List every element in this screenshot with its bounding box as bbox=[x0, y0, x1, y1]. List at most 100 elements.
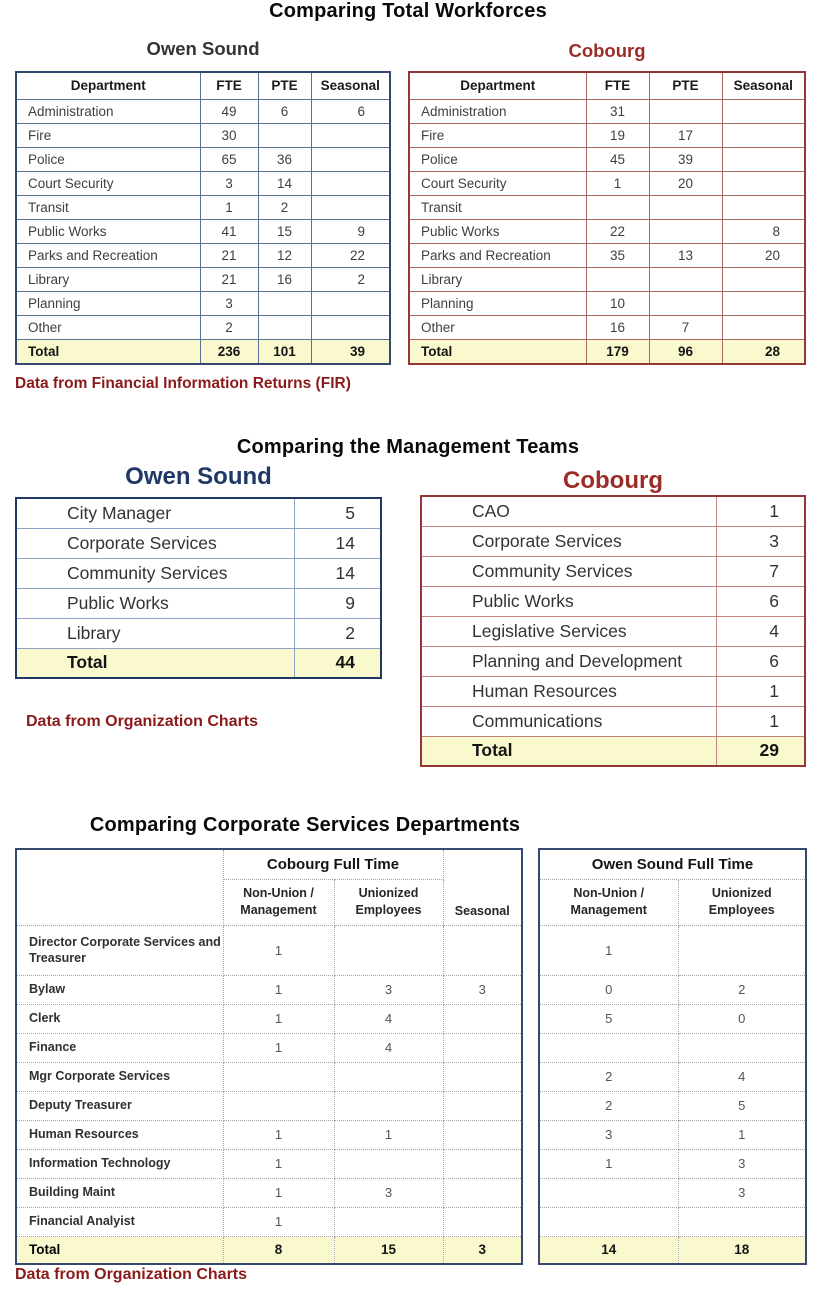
non-union-column-header: Non-Union / Management bbox=[222, 878, 335, 926]
department-column-header: Department bbox=[15, 71, 201, 100]
department-cell: Human Resources bbox=[420, 675, 717, 707]
count-cell: 1 bbox=[715, 705, 806, 737]
pte-cell: 7 bbox=[648, 314, 723, 340]
pte-cell: 14 bbox=[257, 170, 312, 196]
non-union-cell bbox=[538, 1032, 679, 1063]
non-union-cell: 1 bbox=[222, 1206, 335, 1237]
table-row: Library 21 16 2 bbox=[15, 266, 391, 292]
non-union-cell bbox=[538, 1177, 679, 1208]
table-row: Planning 10 bbox=[408, 290, 806, 316]
table-row bbox=[538, 1032, 807, 1063]
table-row: Transit 1 2 bbox=[15, 194, 391, 220]
department-cell: Police bbox=[15, 146, 201, 172]
department-cell: Information Technology bbox=[15, 1148, 224, 1179]
department-cell: Human Resources bbox=[15, 1119, 224, 1150]
pte-cell bbox=[257, 314, 312, 340]
fte-cell: 16 bbox=[585, 314, 650, 340]
unionized-cell bbox=[333, 1148, 444, 1179]
non-union-cell: 1 bbox=[222, 1003, 335, 1034]
unionized-column-header: Unionized Employees bbox=[333, 878, 444, 926]
department-cell: Administration bbox=[15, 98, 201, 124]
department-cell: Corporate Services bbox=[15, 527, 295, 559]
fte-cell: 22 bbox=[585, 218, 650, 244]
seasonal-cell bbox=[310, 122, 391, 148]
seasonal-cell bbox=[442, 1119, 523, 1150]
department-column-header: Department bbox=[408, 71, 587, 100]
seasonal-cell: 8 bbox=[721, 218, 806, 244]
table-header-row: Department FTE PTE Seasonal bbox=[408, 71, 806, 100]
department-cell: Corporate Services bbox=[420, 525, 717, 557]
seasonal-cell bbox=[442, 1177, 523, 1208]
total-row: 14 18 bbox=[538, 1235, 807, 1265]
count-cell: 1 bbox=[715, 495, 806, 527]
pte-cell: 36 bbox=[257, 146, 312, 172]
pte-cell: 20 bbox=[648, 170, 723, 196]
total-row: Total 179 96 28 bbox=[408, 338, 806, 365]
total-non-union: 8 bbox=[222, 1235, 335, 1265]
seasonal-cell bbox=[310, 194, 391, 220]
unionized-cell: 2 bbox=[677, 974, 807, 1005]
empty-header-cell bbox=[15, 848, 224, 926]
owen-sound-heading: Owen Sound bbox=[146, 38, 260, 59]
department-cell: Mgr Corporate Services bbox=[15, 1061, 224, 1092]
owen-sound-management-table: City Manager 5 Corporate Services 14 Commu… bbox=[15, 497, 382, 679]
count-cell: 5 bbox=[293, 497, 382, 529]
unionized-cell bbox=[677, 1206, 807, 1237]
table-row: 3 bbox=[538, 1177, 807, 1208]
department-cell: Communications bbox=[420, 705, 717, 737]
unionized-cell bbox=[333, 1206, 444, 1237]
fte-cell: 3 bbox=[199, 170, 259, 196]
unionized-cell bbox=[677, 924, 807, 976]
table-row: Court Security 3 14 bbox=[15, 170, 391, 196]
department-cell: Library bbox=[15, 617, 295, 649]
non-union-cell bbox=[222, 1061, 335, 1092]
department-cell: Finance bbox=[15, 1032, 224, 1063]
unionized-cell bbox=[677, 1032, 807, 1063]
department-cell: Police bbox=[408, 146, 587, 172]
fte-cell bbox=[585, 266, 650, 292]
pte-cell: 12 bbox=[257, 242, 312, 268]
unionized-cell: 4 bbox=[333, 1032, 444, 1063]
total-pte: 96 bbox=[648, 338, 723, 365]
department-cell: Planning bbox=[408, 290, 587, 316]
table-row: Corporate Services 3 bbox=[420, 525, 806, 557]
department-cell: Deputy Treasurer bbox=[15, 1090, 224, 1121]
data-source-caption: Data from Organization Charts bbox=[26, 713, 259, 730]
total-label: Total bbox=[15, 1235, 224, 1265]
pte-cell bbox=[648, 266, 723, 292]
seasonal-cell bbox=[442, 1061, 523, 1092]
cobourg-full-time-header: Cobourg Full Time bbox=[222, 848, 444, 880]
department-cell: Planning bbox=[15, 290, 201, 316]
unionized-cell: 3 bbox=[333, 974, 444, 1005]
seasonal-column-header: Seasonal bbox=[310, 71, 391, 100]
fte-cell: 65 bbox=[199, 146, 259, 172]
table-row: Information Technology 1 bbox=[15, 1148, 523, 1179]
seasonal-cell bbox=[442, 1003, 523, 1034]
fte-cell bbox=[585, 194, 650, 220]
unionized-cell: 3 bbox=[677, 1148, 807, 1179]
table-row: CAO 1 bbox=[420, 495, 806, 527]
fte-cell: 1 bbox=[585, 170, 650, 196]
cobourg-workforce-table: Department FTE PTE Seasonal Administrati… bbox=[408, 71, 806, 365]
total-label: Total bbox=[420, 735, 717, 767]
table-row: Police 45 39 bbox=[408, 146, 806, 172]
table-row: Library 2 bbox=[15, 617, 382, 649]
unionized-cell: 1 bbox=[333, 1119, 444, 1150]
total-count: 44 bbox=[293, 647, 382, 679]
seasonal-cell: 6 bbox=[310, 98, 391, 124]
total-fte: 179 bbox=[585, 338, 650, 365]
workforces-section-title: Comparing Total Workforces bbox=[269, 0, 547, 22]
table-row: Fire 30 bbox=[15, 122, 391, 148]
table-row: Community Services 7 bbox=[420, 555, 806, 587]
unionized-cell bbox=[333, 924, 444, 976]
data-source-caption: Data from Organization Charts bbox=[15, 1266, 248, 1283]
non-union-cell: 2 bbox=[538, 1090, 679, 1121]
unionized-cell: 0 bbox=[677, 1003, 807, 1034]
seasonal-cell bbox=[310, 290, 391, 316]
non-union-cell: 1 bbox=[538, 924, 679, 976]
non-union-cell: 1 bbox=[222, 924, 335, 976]
pte-cell: 16 bbox=[257, 266, 312, 292]
